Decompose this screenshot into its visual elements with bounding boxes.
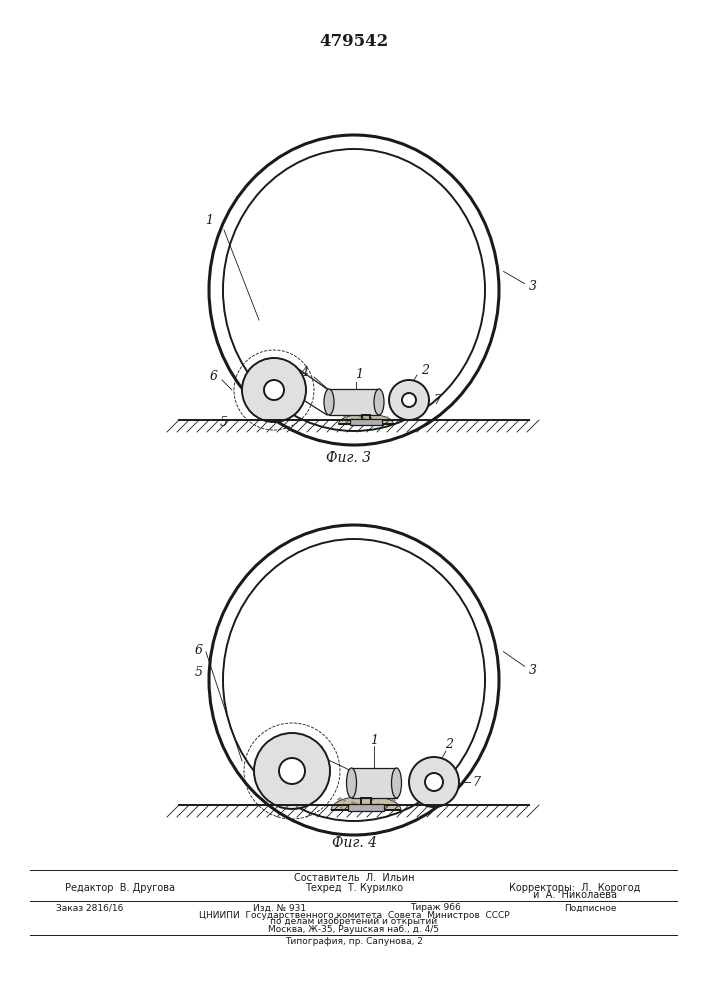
Text: 7: 7	[472, 776, 480, 788]
Circle shape	[389, 380, 429, 420]
Text: 2: 2	[445, 738, 453, 752]
Text: 5: 5	[220, 416, 228, 428]
Text: Корректоры:  Л.  Корогод: Корректоры: Л. Корогод	[509, 883, 641, 893]
Text: Москва, Ж-35, Раушская наб., д. 4/5: Москва, Ж-35, Раушская наб., д. 4/5	[269, 924, 440, 934]
Bar	[348, 804, 384, 811]
Ellipse shape	[374, 389, 384, 415]
Text: 4: 4	[315, 746, 323, 760]
Ellipse shape	[392, 768, 402, 798]
Circle shape	[279, 758, 305, 784]
Text: 6: 6	[210, 369, 218, 382]
Circle shape	[264, 380, 284, 400]
Text: Заказ 2816/16: Заказ 2816/16	[57, 904, 124, 912]
Ellipse shape	[346, 768, 356, 798]
Text: 479542: 479542	[320, 33, 389, 50]
Text: Тираж 966: Тираж 966	[409, 904, 460, 912]
Text: 5: 5	[195, 666, 203, 678]
Text: Редактор  В. Другова: Редактор В. Другова	[65, 883, 175, 893]
Text: 2: 2	[421, 363, 429, 376]
Text: 7: 7	[433, 393, 441, 406]
Circle shape	[409, 757, 459, 807]
Circle shape	[242, 358, 306, 422]
Polygon shape	[331, 796, 401, 810]
Polygon shape	[339, 414, 394, 424]
Text: 1: 1	[355, 367, 363, 380]
Circle shape	[425, 773, 443, 791]
Text: 1: 1	[205, 214, 213, 227]
Text: и  А.  Николаева: и А. Николаева	[533, 890, 617, 900]
Text: 3: 3	[529, 664, 537, 676]
Text: Изд. № 931: Изд. № 931	[253, 904, 307, 912]
Text: 4: 4	[300, 365, 308, 378]
Text: 3: 3	[529, 280, 537, 294]
Text: Фиг. 3: Фиг. 3	[327, 451, 371, 465]
Ellipse shape	[324, 389, 334, 415]
Bar	[329, 389, 379, 415]
Text: по делам изобретений и открытий: по делам изобретений и открытий	[271, 918, 438, 926]
Text: Техред  Т. Курилко: Техред Т. Курилко	[305, 883, 403, 893]
Text: Составитель  Л.  Ильин: Составитель Л. Ильин	[293, 873, 414, 883]
Text: 1: 1	[370, 734, 378, 748]
Text: Типография, пр. Сапунова, 2: Типография, пр. Сапунова, 2	[285, 938, 423, 946]
Bar	[351, 768, 397, 798]
Bar	[350, 419, 382, 425]
Text: Фиг. 4: Фиг. 4	[332, 836, 377, 850]
Text: Подписное: Подписное	[563, 904, 617, 912]
Circle shape	[402, 393, 416, 407]
Text: ЦНИИПИ  Государственного комитета  Совета  Министров  СССР: ЦНИИПИ Государственного комитета Совета …	[199, 910, 509, 920]
Circle shape	[254, 733, 330, 809]
Text: 6: 6	[195, 644, 203, 656]
